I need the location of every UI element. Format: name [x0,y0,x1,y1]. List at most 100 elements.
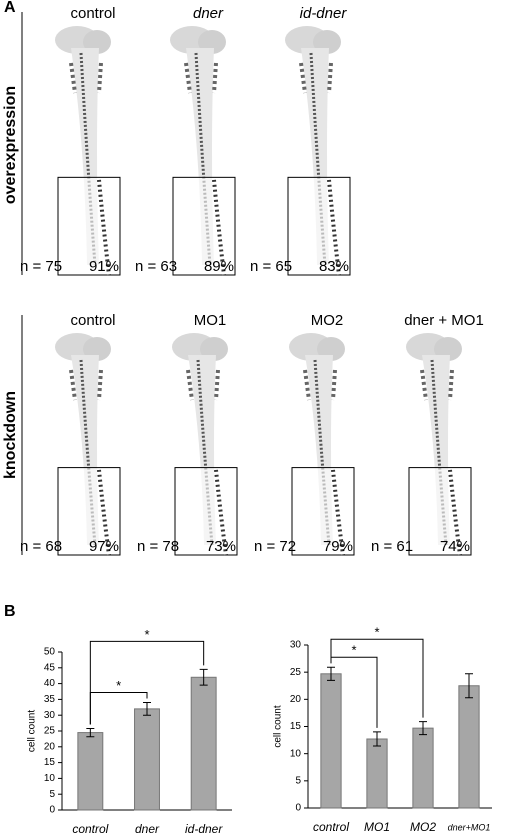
y-tick-label: 35 [44,694,56,705]
inset-neurons [448,469,462,556]
sample-size: n = 63 [135,258,177,275]
neurons [420,369,454,401]
column-title: dner + MO1 [404,312,484,329]
percentage: 74% [440,538,470,555]
y-tick-label: 5 [49,789,55,800]
panel-label: B [4,603,16,620]
y-tick-label: 0 [49,805,55,816]
column-title: control [70,312,115,329]
inset [57,467,121,556]
neurons [313,359,331,546]
bar [77,732,104,811]
neurons [303,369,337,401]
neurons [430,359,448,546]
column-title: control [70,5,115,22]
error-bar [465,673,473,699]
bar [412,727,434,809]
y-axis-label: cell count [27,710,38,752]
neurons [69,369,103,401]
neurons [194,52,212,266]
y-tick-label: 5 [295,775,301,786]
sample-size: n = 75 [20,258,62,275]
y-tick-label: 50 [44,647,56,658]
inset [57,176,121,276]
percentage: 79% [323,538,353,555]
y-tick-label: 0 [295,803,301,814]
y-tick-label: 30 [290,640,302,651]
sample-size: n = 61 [371,538,413,555]
sample-size: n = 65 [250,258,292,275]
inset-neurons [97,179,111,276]
y-tick-label: 15 [44,757,56,768]
x-tick-label: control [313,820,349,834]
bar [190,676,217,811]
y-tick-label: 10 [44,773,56,784]
inset-neurons [331,469,345,556]
error-bar [143,702,151,716]
panel-label: A [4,0,16,16]
y-axis-label: cell count [273,705,284,747]
percentage: 73% [206,538,236,555]
inset-neurons [214,469,228,556]
bar [320,673,342,809]
neurons [196,359,214,546]
neurons [79,359,97,546]
sample-size: n = 72 [254,538,296,555]
neurons [309,52,327,266]
y-tick-label: 25 [290,667,302,678]
percentage: 97% [89,538,119,555]
y-tick-label: 10 [290,748,302,759]
column-title: dner [193,5,224,22]
error-bar [86,727,95,738]
y-tick-label: 20 [44,741,56,752]
bar [134,708,160,811]
column-title: id-dner [300,5,348,22]
significance-label: * [374,625,379,640]
inset [291,467,355,556]
inset [287,176,351,276]
x-tick-label: dner+MO1 [448,822,491,832]
x-tick-label: MO1 [364,820,390,834]
inset [172,176,236,276]
inset [408,467,472,556]
error-bar [199,668,208,686]
error-bar [419,721,427,736]
inset-neurons [212,179,226,276]
inset-neurons [327,179,341,276]
x-tick-label: id-dner [185,822,223,836]
bar [366,738,388,809]
column-title: MO2 [311,312,344,329]
x-tick-label: dner [135,822,160,836]
row-label: overexpression [2,86,19,204]
bar [458,685,480,809]
y-tick-label: 40 [44,678,56,689]
percentage: 83% [319,258,349,275]
y-tick-label: 15 [290,721,302,732]
significance-label: * [144,627,149,642]
y-tick-label: 20 [290,694,302,705]
significance-label: * [351,643,356,658]
percentage: 89% [204,258,234,275]
neurons [69,62,103,94]
row-label: knockdown [2,391,19,479]
y-tick-label: 45 [44,662,56,673]
neurons [79,52,97,266]
error-bar [327,666,335,681]
significance-bracket [89,640,205,725]
neurons [184,62,218,94]
percentage: 91% [89,258,119,275]
significance-bracket [330,638,424,718]
sample-size: n = 78 [137,538,179,555]
significance-label: * [116,678,121,693]
inset-neurons [97,469,111,556]
x-tick-label: control [72,822,108,836]
neurons [186,369,220,401]
sample-size: n = 68 [20,538,62,555]
x-tick-label: MO2 [410,820,436,834]
y-tick-label: 25 [44,726,56,737]
column-title: MO1 [194,312,227,329]
neurons [299,62,333,94]
y-tick-label: 30 [44,710,56,721]
error-bar [373,731,381,747]
